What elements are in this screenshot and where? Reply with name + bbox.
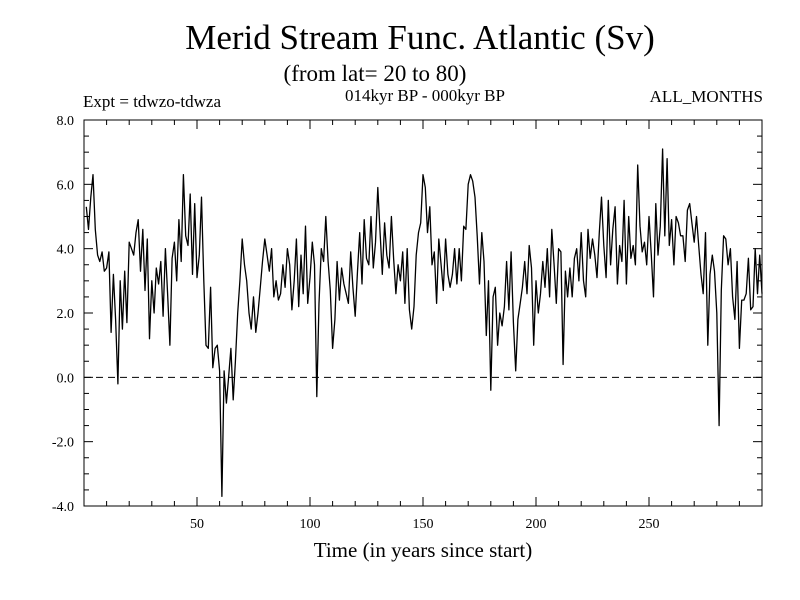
y-tick-label: -2.0 xyxy=(52,436,74,451)
x-tick-label: 150 xyxy=(413,517,434,532)
tick-labels: 50 100 150 200 250 -4.0 -2.0 0.0 2.0 4.0 6.0 8.0 xyxy=(52,114,660,532)
y-tick-label: 4.0 xyxy=(57,243,75,258)
experiment-label: Expt = tdwzo-tdwza xyxy=(83,92,221,111)
y-tick-label: -4.0 xyxy=(52,500,74,515)
plot-frame xyxy=(83,119,763,507)
x-tick-label: 100 xyxy=(300,517,321,532)
x-tick-label: 50 xyxy=(190,517,204,532)
y-tick-label: 2.0 xyxy=(57,307,75,322)
x-axis-label: Time (in years since start) xyxy=(313,538,533,562)
series-line xyxy=(85,148,763,498)
y-tick-label: 6.0 xyxy=(57,178,75,193)
y-tick-label: 8.0 xyxy=(57,114,75,129)
chart-subtitle: (from lat= 20 to 80) xyxy=(283,61,467,86)
y-tick-label: 0.0 xyxy=(57,371,75,386)
months-label: ALL_MONTHS xyxy=(649,87,763,106)
chart-title: Merid Stream Func. Atlantic (Sv) xyxy=(185,18,655,57)
x-tick-label: 250 xyxy=(639,517,660,532)
x-tick-label: 200 xyxy=(526,517,547,532)
period-label: 014kyr BP - 000kyr BP xyxy=(345,86,505,105)
